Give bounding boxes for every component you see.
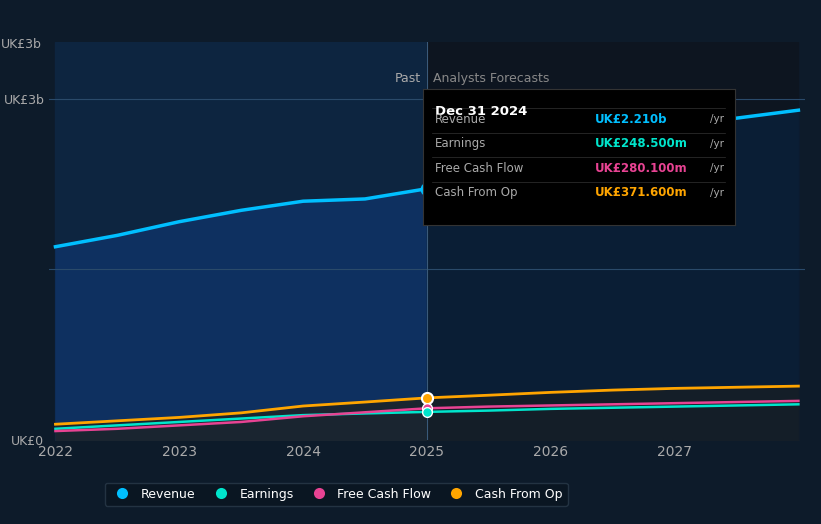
Text: Revenue: Revenue — [435, 113, 487, 126]
Text: /yr: /yr — [710, 163, 724, 173]
Bar — [56, 42, 427, 440]
Text: UK£2.210b: UK£2.210b — [594, 113, 667, 126]
Legend: Revenue, Earnings, Free Cash Flow, Cash From Op: Revenue, Earnings, Free Cash Flow, Cash … — [105, 483, 567, 506]
Text: Dec 31 2024: Dec 31 2024 — [435, 105, 528, 118]
Text: UK£3b: UK£3b — [1, 38, 42, 51]
Text: Cash From Op: Cash From Op — [435, 186, 518, 199]
Text: UK£371.600m: UK£371.600m — [594, 186, 687, 199]
Text: Free Cash Flow: Free Cash Flow — [435, 161, 524, 174]
Bar — [427, 42, 798, 440]
Text: UK£248.500m: UK£248.500m — [594, 137, 687, 150]
Text: UK£280.100m: UK£280.100m — [594, 161, 687, 174]
Text: Analysts Forecasts: Analysts Forecasts — [433, 72, 549, 85]
Text: /yr: /yr — [710, 114, 724, 124]
Text: /yr: /yr — [710, 188, 724, 198]
Text: Earnings: Earnings — [435, 137, 487, 150]
Text: /yr: /yr — [710, 138, 724, 149]
Text: Past: Past — [395, 72, 420, 85]
